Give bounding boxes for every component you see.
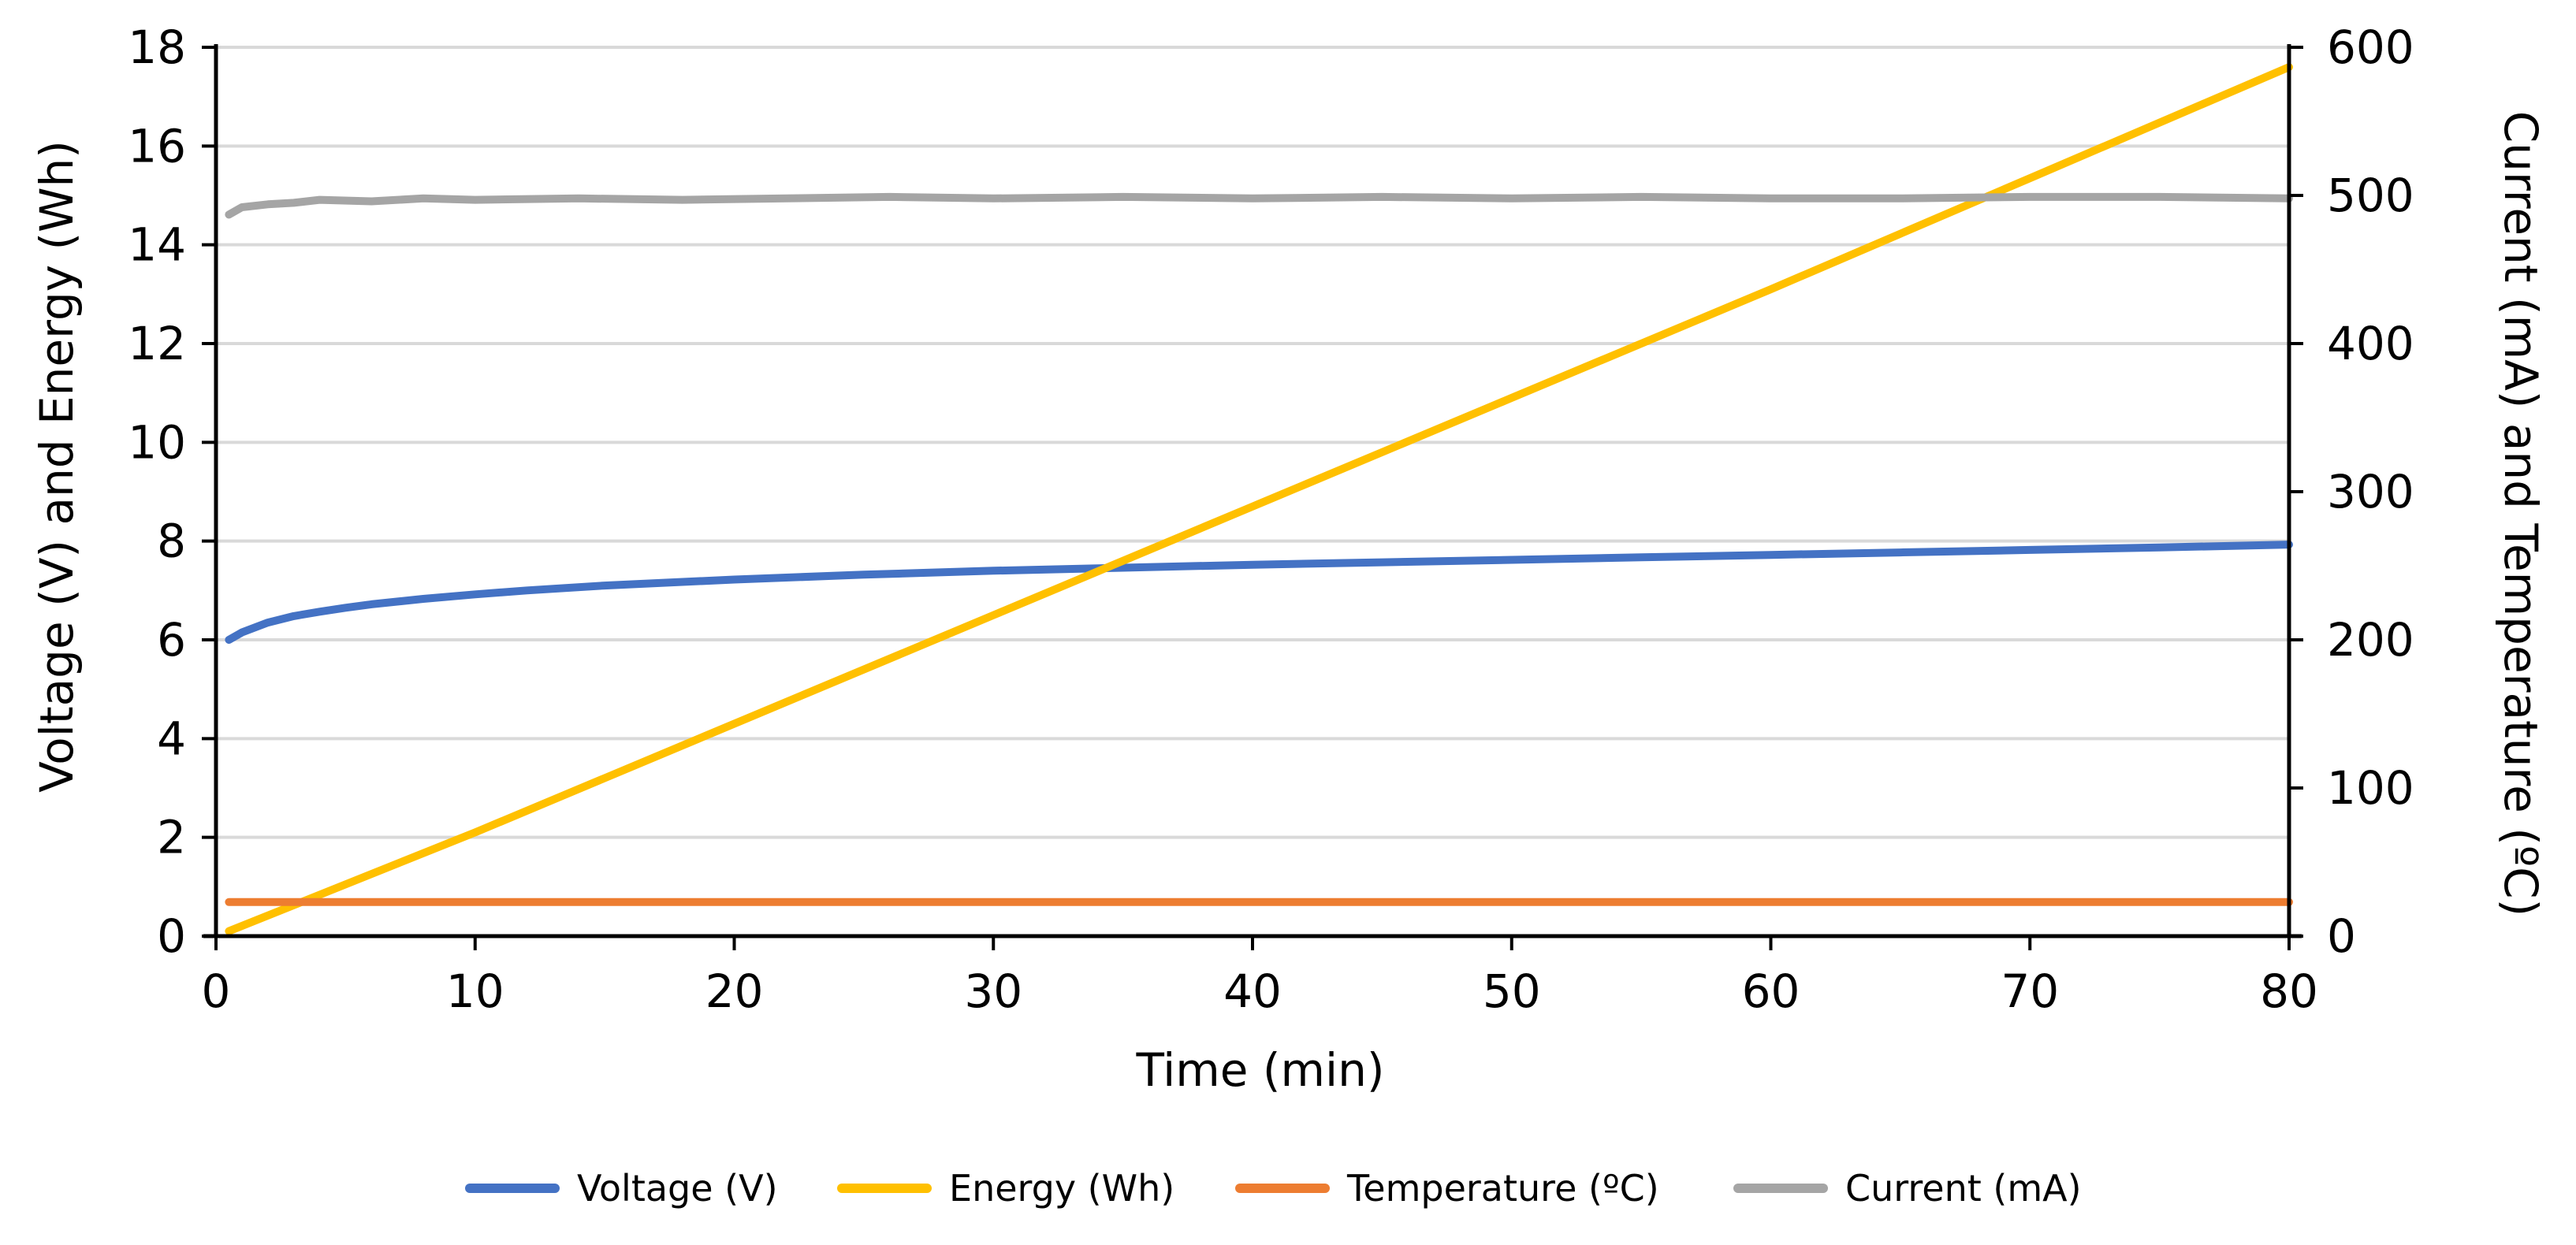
y-right-tick-label-4: 400: [2327, 317, 2414, 370]
y-right-tick-label-2: 200: [2327, 613, 2414, 667]
y-left-tick-label-1: 2: [157, 811, 186, 864]
y-left-tick-label-3: 6: [157, 613, 186, 667]
legend-label-voltage-v: Voltage (V): [577, 1167, 778, 1210]
plot-area: [225, 63, 2293, 935]
gridlines: [216, 46, 2289, 839]
series-line-current-ma: [225, 192, 2293, 219]
x-axis-title: Time (min): [1135, 1043, 1384, 1097]
x-tick-label-4: 40: [1223, 964, 1282, 1018]
y-left-tick-label-9: 18: [128, 20, 186, 74]
axes: [202, 44, 2303, 950]
y-right-tick-label-1: 100: [2327, 761, 2414, 815]
y-left-tick-label-7: 14: [128, 218, 186, 272]
y-left-tick-label-2: 4: [157, 712, 186, 765]
y-axis-right-title: Current (mA) and Temperature (ºC): [2494, 111, 2548, 917]
x-tick-label-8: 80: [2260, 964, 2318, 1018]
x-tick-label-0: 0: [202, 964, 231, 1018]
legend-label-current-ma: Current (mA): [1845, 1167, 2082, 1210]
x-tick-label-6: 60: [1742, 964, 1800, 1018]
y-left-tick-label-5: 10: [128, 415, 186, 469]
y-left-tick-label-6: 12: [128, 317, 186, 370]
y-left-tick-label-8: 16: [128, 119, 186, 173]
x-tick-label-2: 20: [705, 964, 764, 1018]
legend: Voltage (V) Energy (Wh) Temperature (ºC) Cu…: [465, 1167, 2082, 1210]
y-left-tick-label-4: 8: [157, 515, 186, 568]
series-line-voltage-v: [225, 541, 2293, 644]
x-tick-label-1: 10: [446, 964, 504, 1018]
tick-labels: 0 10 20 30 40 50 60 70 8002468101214161801002003…: [128, 20, 2414, 1018]
x-tick-label-3: 30: [964, 964, 1022, 1018]
y-right-tick-label-3: 300: [2327, 465, 2414, 518]
y-axis-left-title: Voltage (V) and Energy (Wh): [30, 140, 84, 793]
x-tick-label-5: 50: [1483, 964, 1541, 1018]
y-left-tick-label-0: 0: [157, 909, 186, 963]
y-right-tick-label-6: 600: [2327, 20, 2414, 74]
x-tick-label-7: 70: [2001, 964, 2059, 1018]
y-right-tick-label-0: 0: [2327, 909, 2356, 963]
legend-label-energy-wh: Energy (Wh): [949, 1167, 1174, 1210]
legend-label-temperature-c: Temperature (ºC): [1346, 1167, 1659, 1210]
series-line-energy-wh: [225, 63, 2293, 935]
y-right-tick-label-5: 500: [2327, 169, 2414, 222]
